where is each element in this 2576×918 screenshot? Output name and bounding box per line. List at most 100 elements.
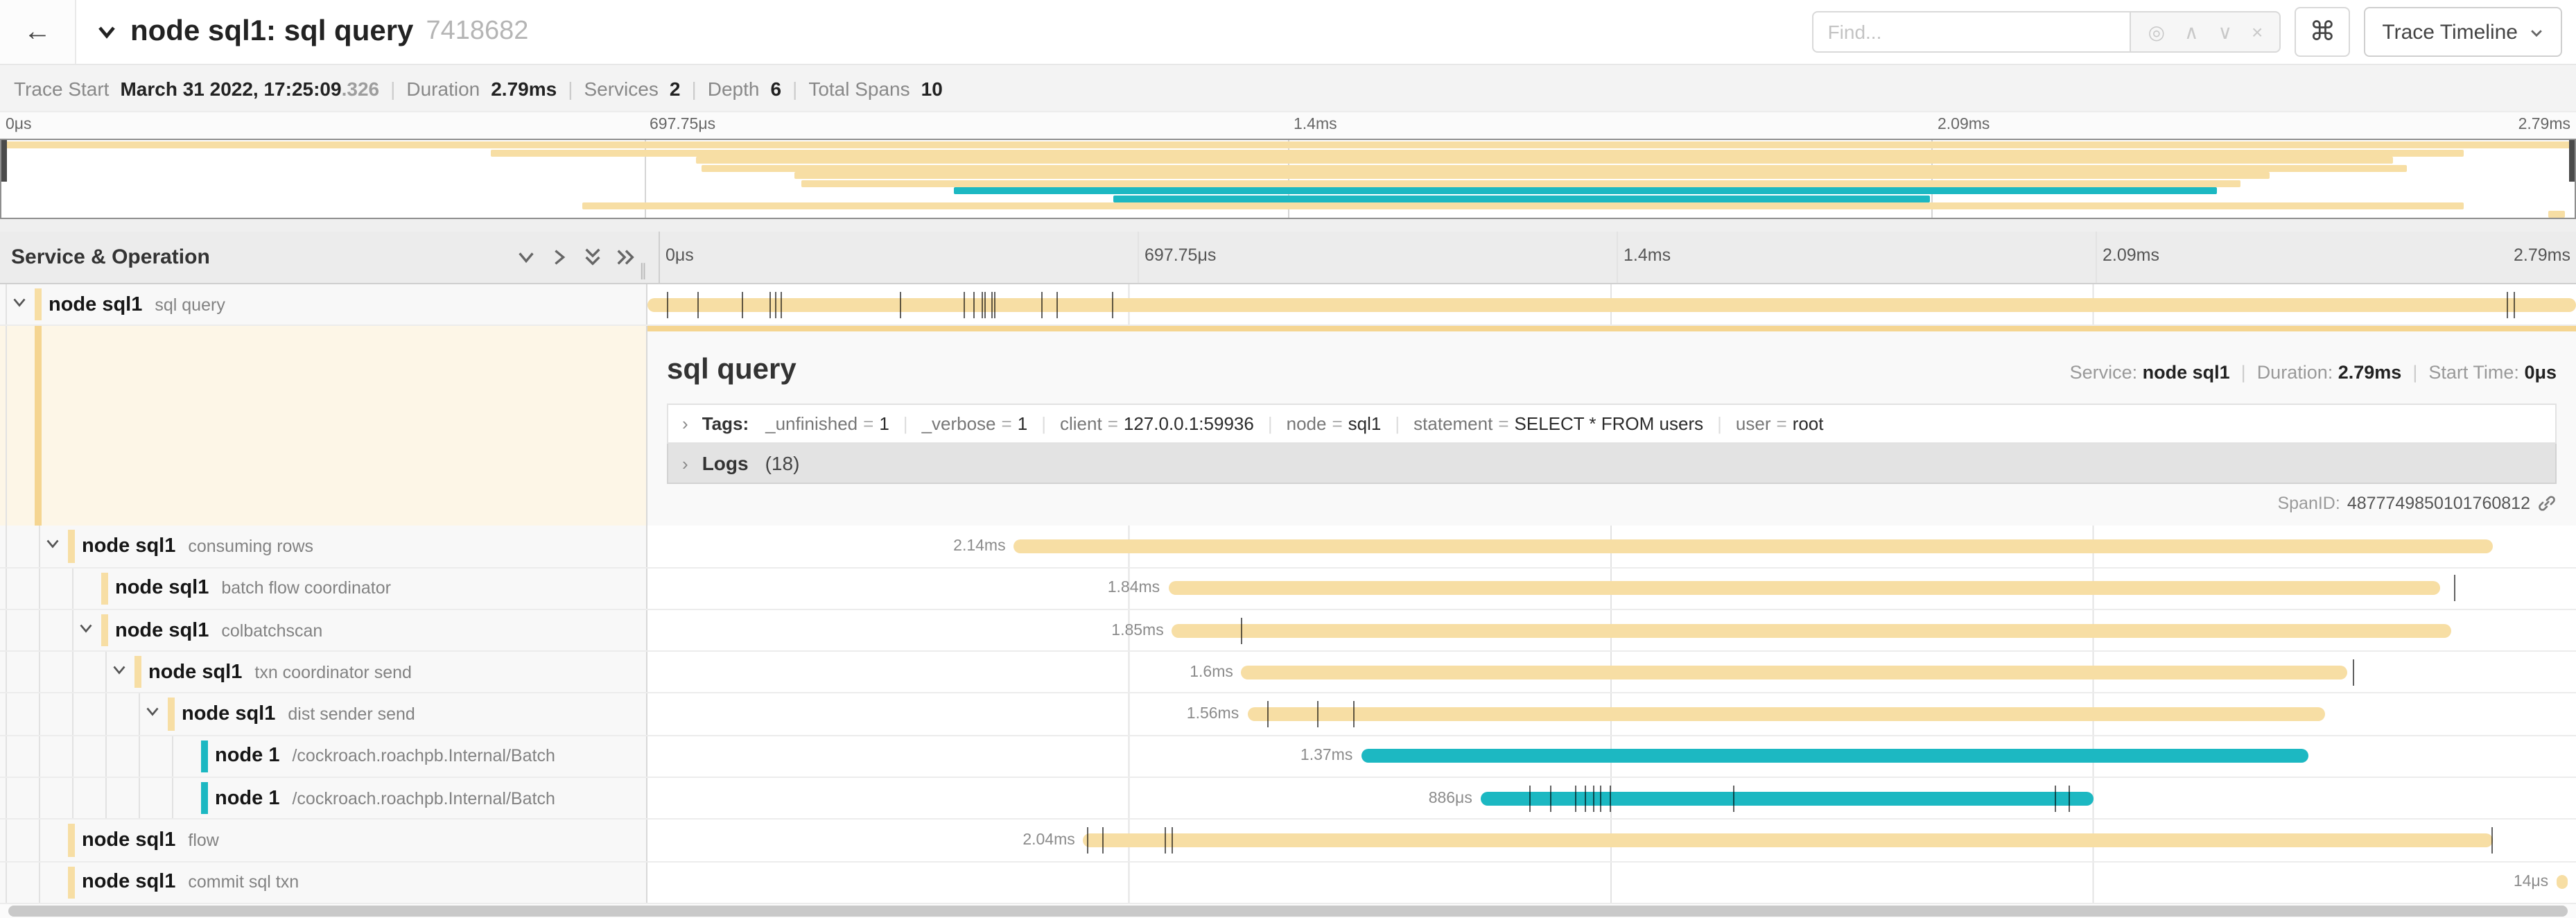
span-tree-item[interactable]: node sql1 txn coordinator send bbox=[0, 652, 647, 693]
span-tree-item[interactable]: node 1/cockroach.roachpb.Internal/Batch bbox=[0, 778, 647, 819]
span-bar[interactable] bbox=[1480, 791, 2094, 806]
span-log-tick bbox=[2491, 827, 2493, 854]
tags-accordion[interactable]: › Tags: _unfinished = 1 | _verbose = 1 | client =… bbox=[667, 404, 2557, 444]
indent-guide bbox=[72, 652, 73, 693]
span-tree-item[interactable]: node sql1 consuming rows bbox=[0, 526, 647, 567]
span-log-tick bbox=[697, 291, 699, 318]
span-row[interactable]: node sql1 flow 2.04ms bbox=[0, 820, 2576, 863]
trace-collapse-chevron-icon[interactable] bbox=[96, 21, 118, 43]
expand-all-icon[interactable] bbox=[616, 247, 636, 268]
span-row[interactable]: node sql1 consuming rows 2.14ms bbox=[0, 526, 2576, 569]
span-bar[interactable] bbox=[1083, 833, 2494, 848]
minimap-span-bar bbox=[1113, 195, 1931, 202]
span-tree-item[interactable]: node sql1 dist sender send bbox=[0, 693, 647, 735]
locate-icon[interactable]: ◎ bbox=[2148, 20, 2165, 42]
back-button[interactable]: ← bbox=[0, 0, 76, 64]
find-controls: ◎ ∧ ∨ × bbox=[2130, 11, 2281, 53]
span-color-accent bbox=[68, 866, 75, 899]
expand-one-icon[interactable] bbox=[549, 247, 570, 268]
indent-guide bbox=[72, 778, 73, 819]
minimap-gridline bbox=[1931, 140, 1933, 218]
span-tree-item[interactable]: node sql1 batch flow coordinator bbox=[0, 568, 647, 609]
expand-chevron-icon[interactable] bbox=[111, 660, 128, 685]
column-resize-handle[interactable]: ▕▏ bbox=[632, 265, 656, 280]
indent-guide bbox=[72, 568, 73, 609]
span-log-tick bbox=[1102, 827, 1104, 854]
span-bar[interactable] bbox=[1013, 539, 2494, 553]
span-tree-item[interactable]: node sql1 colbatchscan bbox=[0, 609, 647, 651]
tag-item: node = sql1 bbox=[1286, 413, 1382, 435]
span-bar[interactable] bbox=[647, 297, 2576, 312]
span-log-tick bbox=[780, 291, 782, 318]
span-log-tick bbox=[1592, 785, 1594, 812]
indent-guide bbox=[6, 652, 7, 693]
expand-chevron-icon[interactable] bbox=[11, 292, 28, 317]
axis-tick-label: 2.79ms bbox=[2518, 116, 2570, 133]
span-bar[interactable] bbox=[1361, 749, 2308, 763]
span-tree-item[interactable]: node sql1 flow bbox=[0, 820, 647, 861]
timeline-axis: 0μs 697.75μs 1.4ms 2.09ms 2.79ms bbox=[660, 232, 2576, 283]
minimap-axis: 0μs 697.75μs 1.4ms 2.09ms 2.79ms bbox=[0, 112, 2576, 139]
tag-item: client = 127.0.0.1:59936 bbox=[1059, 413, 1254, 435]
expand-chevron-icon[interactable] bbox=[44, 534, 61, 559]
total-spans-value: 10 bbox=[921, 77, 943, 99]
indent-guide bbox=[72, 693, 73, 735]
find-input[interactable] bbox=[1812, 11, 2130, 53]
span-row[interactable]: node sql1 sql query bbox=[0, 284, 2576, 327]
span-bar[interactable] bbox=[1172, 623, 2451, 638]
span-row[interactable]: node sql1 colbatchscan 1.85ms bbox=[0, 609, 2576, 652]
minimap-span-bar bbox=[701, 164, 2408, 171]
span-row[interactable]: node sql1 txn coordinator send 1.6ms bbox=[0, 652, 2576, 694]
indent-guide bbox=[39, 862, 40, 903]
span-color-accent bbox=[134, 656, 141, 688]
span-tree-item[interactable]: node 1/cockroach.roachpb.Internal/Batch bbox=[0, 736, 647, 777]
span-duration-label: 14μs bbox=[2513, 874, 2549, 891]
indent-guide bbox=[6, 736, 7, 777]
indent-guide bbox=[6, 609, 7, 651]
minimap-left-handle[interactable] bbox=[1, 140, 7, 182]
view-selector-label: Trace Timeline bbox=[2382, 20, 2518, 44]
trace-minimap[interactable] bbox=[0, 139, 2576, 219]
span-timeline-cell: 14μs bbox=[647, 862, 2576, 903]
indent-guide bbox=[39, 652, 40, 693]
span-bar[interactable] bbox=[1241, 665, 2348, 679]
next-match-icon[interactable]: ∨ bbox=[2218, 20, 2233, 42]
span-bar[interactable] bbox=[2557, 875, 2568, 890]
span-row[interactable]: node 1/cockroach.roachpb.Internal/Batch 1… bbox=[0, 736, 2576, 779]
span-service-name: node sql1 commit sql txn bbox=[82, 871, 299, 894]
span-row[interactable]: node 1/cockroach.roachpb.Internal/Batch 8… bbox=[0, 778, 2576, 820]
span-log-tick bbox=[973, 291, 975, 318]
total-spans-label: Total Spans bbox=[808, 77, 910, 99]
keyboard-shortcuts-button[interactable]: ⌘ bbox=[2295, 7, 2351, 57]
span-bar[interactable] bbox=[1168, 581, 2440, 596]
prev-match-icon[interactable]: ∧ bbox=[2184, 20, 2199, 42]
clear-find-icon[interactable]: × bbox=[2252, 21, 2263, 43]
span-tree-item[interactable]: node sql1 commit sql txn bbox=[0, 862, 647, 903]
span-tree-item[interactable]: node sql1 sql query bbox=[0, 284, 647, 325]
span-row[interactable]: node sql1 commit sql txn 14μs bbox=[0, 862, 2576, 904]
span-log-tick bbox=[2454, 575, 2456, 602]
minimap-right-handle[interactable] bbox=[2569, 140, 2575, 182]
span-row[interactable]: node sql1 batch flow coordinator 1.84ms bbox=[0, 568, 2576, 610]
span-operation-name: txn coordinator send bbox=[254, 662, 412, 682]
collapse-all-icon[interactable] bbox=[582, 247, 603, 268]
view-selector-button[interactable]: Trace Timeline bbox=[2364, 7, 2562, 57]
span-timeline-cell: 1.37ms bbox=[647, 736, 2576, 777]
collapse-one-icon[interactable] bbox=[516, 247, 537, 268]
scrollbar-thumb[interactable] bbox=[8, 905, 2568, 917]
logs-accordion[interactable]: › Logs (18) bbox=[667, 444, 2557, 485]
span-service-name: node 1/cockroach.roachpb.Internal/Batch bbox=[215, 787, 555, 810]
span-color-accent bbox=[201, 740, 208, 773]
span-row[interactable]: node sql1 dist sender send 1.56ms bbox=[0, 693, 2576, 736]
trace-id: 7418682 bbox=[426, 17, 529, 46]
indent-guide bbox=[139, 778, 140, 819]
span-log-tick bbox=[994, 291, 996, 318]
span-duration-label: 1.6ms bbox=[1190, 664, 1233, 681]
trace-start-label: Trace Start bbox=[14, 77, 110, 99]
expand-chevron-icon[interactable] bbox=[144, 702, 161, 727]
duration-label: Duration bbox=[406, 77, 480, 99]
span-link-icon[interactable] bbox=[2537, 494, 2557, 514]
span-bar[interactable] bbox=[1247, 707, 2326, 722]
minimap-span-bar bbox=[2548, 210, 2565, 217]
expand-chevron-icon[interactable] bbox=[78, 618, 94, 643]
